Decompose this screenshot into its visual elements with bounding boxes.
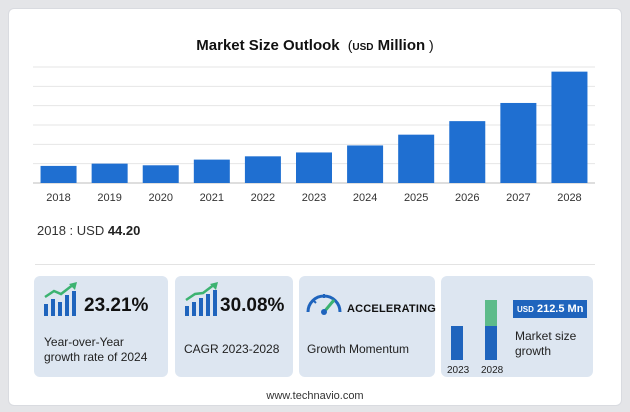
- year-end-label: 2028: [481, 365, 504, 376]
- x-tick-label: 2023: [302, 192, 326, 204]
- year-start-label: 2023: [447, 365, 470, 376]
- yoy-label-2: growth rate of 2024: [44, 350, 148, 364]
- x-tick-label: 2024: [353, 192, 377, 204]
- historic-label: 2018 : USD: [37, 223, 105, 238]
- growth-bar-start: [451, 326, 463, 360]
- x-tick-label: 2022: [251, 192, 275, 204]
- bar-2022: [244, 156, 281, 183]
- badge-prefix: USD: [517, 305, 534, 314]
- bar-growth-icon: [185, 282, 218, 316]
- growth-bar-increment: [485, 300, 497, 326]
- bar-2028: [551, 71, 588, 183]
- yoy-label-1: Year-over-Year: [44, 335, 124, 349]
- chart-bars: [40, 71, 588, 183]
- chart-title-text: Market Size Outlook: [196, 37, 340, 54]
- divider: [35, 264, 595, 265]
- speedometer-icon: [306, 294, 342, 315]
- bar-2018: [40, 165, 77, 183]
- yoy-card: 23.21% Year-over-Year growth rate of 202…: [34, 276, 168, 377]
- x-tick-label: 2019: [97, 192, 121, 204]
- chart-title: Market Size Outlook (USD Million ): [196, 37, 434, 54]
- x-tick-label: 2021: [200, 192, 224, 204]
- bar-2026: [449, 121, 486, 183]
- bar-2019: [91, 163, 128, 183]
- unit-prefix: USD: [352, 42, 374, 53]
- market-size-badge: USD 212.5 Mn: [513, 300, 587, 318]
- bar-2020: [142, 165, 179, 183]
- badge-value: 212.5 Mn: [536, 303, 584, 315]
- growth-bar-end-base: [485, 326, 497, 360]
- unit-label: Million: [377, 37, 426, 54]
- cagr-value: 30.08%: [220, 295, 285, 316]
- bar-chart: 2018 2019 2020 2021 2022 2023 2024 2025 2026 2027…: [33, 66, 595, 204]
- bar-growth-icon: [44, 282, 77, 316]
- momentum-label: Growth Momentum: [307, 342, 410, 356]
- x-tick-label: 2025: [404, 192, 428, 204]
- historic-number: 44.20: [107, 223, 141, 238]
- infographic-panel: Market Size Outlook (USD Million ) 2018 2…: [8, 8, 622, 406]
- momentum-card: ACCELERATING Growth Momentum: [299, 276, 436, 377]
- size-label-1: Market size: [515, 329, 577, 343]
- size-label-2: growth: [515, 344, 552, 358]
- yoy-value: 23.21%: [84, 295, 149, 316]
- bar-2023: [296, 152, 332, 183]
- bar-2024: [347, 145, 384, 183]
- bar-2025: [398, 134, 435, 183]
- chart-x-ticks: 2018 2019 2020 2021 2022 2023 2024 2025 2026 2027…: [46, 192, 581, 204]
- x-tick-label: 2028: [557, 192, 581, 204]
- historic-value: 2018 : USD 44.20: [37, 223, 140, 238]
- footer-url: www.technavio.com: [266, 390, 364, 402]
- growth-bars-icon: [451, 300, 497, 360]
- cagr-label: CAGR 2023-2028: [184, 342, 280, 356]
- x-tick-label: 2018: [46, 192, 70, 204]
- x-tick-label: 2026: [455, 192, 479, 204]
- x-tick-label: 2027: [506, 192, 530, 204]
- market-size-card: USD 212.5 Mn Market size growth 2023 202…: [441, 276, 593, 377]
- x-tick-label: 2020: [148, 192, 172, 204]
- bar-2027: [500, 102, 537, 183]
- bar-2021: [193, 159, 230, 183]
- cagr-card: 30.08% CAGR 2023-2028: [175, 276, 293, 377]
- momentum-title: ACCELERATING: [347, 303, 436, 315]
